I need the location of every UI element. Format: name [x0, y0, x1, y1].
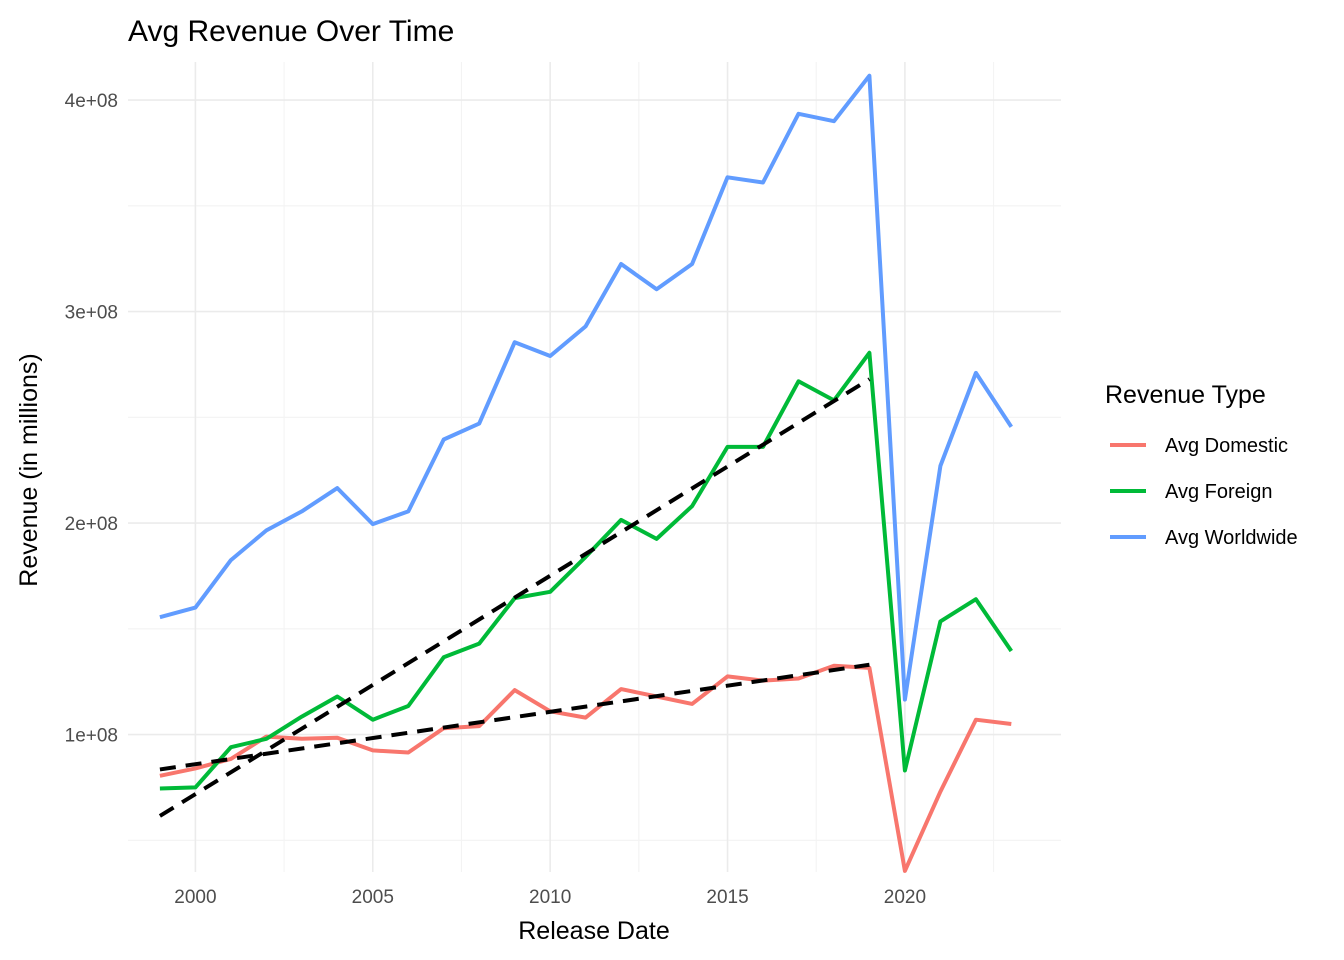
y-tick-label: 4e+08 — [65, 91, 118, 112]
legend-label-avg-worldwide: Avg Worldwide — [1165, 527, 1298, 549]
legend-label-avg-domestic: Avg Domestic — [1165, 435, 1288, 457]
y-tick-label: 1e+08 — [65, 726, 118, 747]
x-tick-label: 2015 — [706, 887, 748, 908]
chart-title: Avg Revenue Over Time — [128, 15, 454, 48]
x-axis-title: Release Date — [518, 917, 669, 945]
x-tick-label: 2000 — [174, 887, 216, 908]
y-tick-label: 3e+08 — [65, 303, 118, 324]
minor-grid — [128, 62, 1061, 872]
legend-title: Revenue Type — [1105, 381, 1266, 409]
series-line-avg-worldwide — [159, 73, 1013, 702]
x-tick-label: 2005 — [352, 887, 394, 908]
major-grid — [128, 62, 1061, 872]
y-axis-title: Revenue (in millions) — [15, 353, 43, 586]
series-line-avg-domestic — [159, 663, 1012, 873]
x-axis-ticks: 2000 2005 2010 2015 2020 — [174, 887, 926, 908]
legend-label-avg-foreign: Avg Foreign — [1165, 481, 1272, 503]
y-tick-label: 2e+08 — [65, 514, 118, 535]
trend-layer — [158, 377, 871, 818]
legend: Revenue Type Avg Domestic Avg Foreign Avg … — [1105, 381, 1298, 549]
y-axis-ticks: 1e+08 2e+08 3e+08 4e+08 — [65, 91, 118, 746]
x-tick-label: 2020 — [884, 887, 926, 908]
x-tick-label: 2010 — [529, 887, 571, 908]
series-line-avg-foreign — [159, 350, 1013, 791]
series-layer — [159, 73, 1013, 873]
trend-line — [159, 662, 870, 772]
trend-line — [158, 377, 871, 818]
